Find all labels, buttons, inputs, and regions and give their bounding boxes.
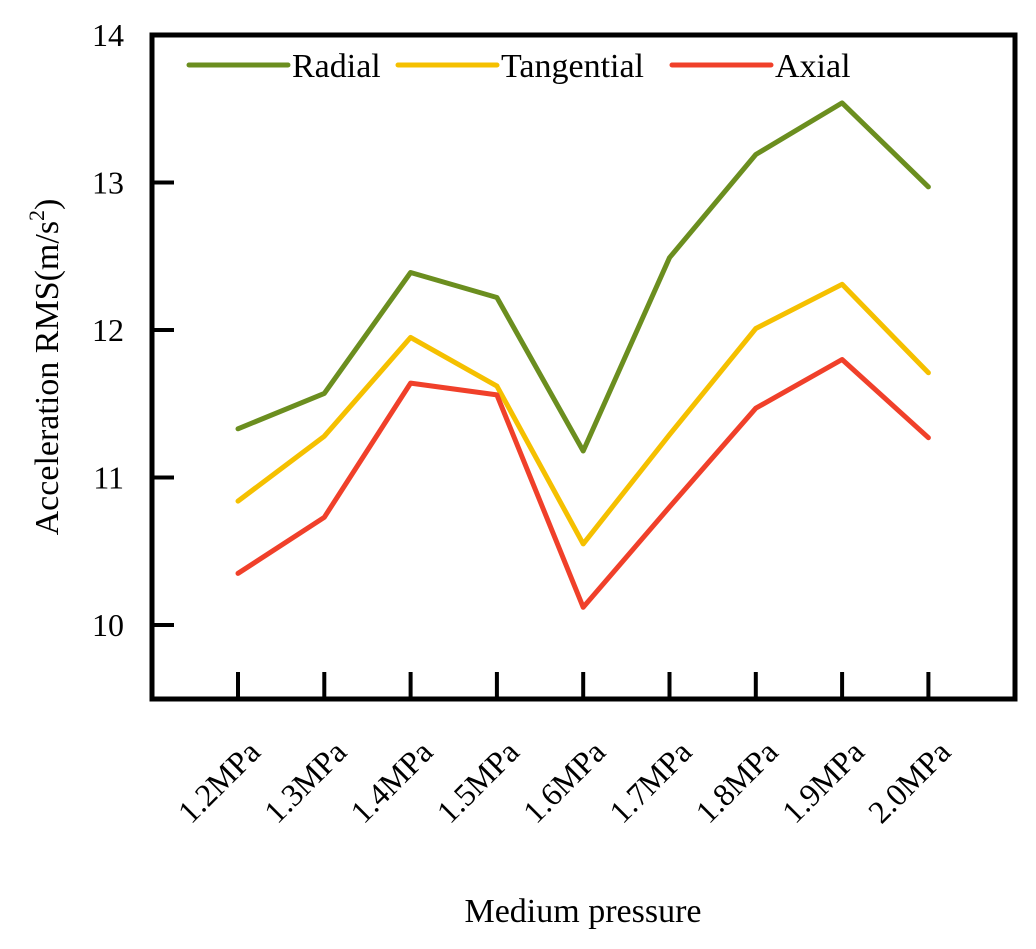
y-tick-label: 11 xyxy=(93,460,124,496)
legend-label-axial: Axial xyxy=(775,48,851,85)
x-tick-label: 1.6MPa xyxy=(516,733,612,829)
legend-label-radial: Radial xyxy=(292,48,381,85)
x-tick-label: 1.7MPa xyxy=(602,733,698,829)
y-tick-label: 14 xyxy=(92,17,124,53)
y-axis-title-close: ) xyxy=(29,199,66,210)
plot-frame xyxy=(149,32,1018,702)
y-axis-title-main: Acceleration RMS(m/s xyxy=(29,221,66,535)
series-line-tangential xyxy=(235,281,931,547)
y-axis-title-superscript: 2 xyxy=(24,210,49,221)
x-tick-label: 1.9MPa xyxy=(775,733,871,829)
x-tick-label: 1.8MPa xyxy=(688,733,784,829)
x-axis-title: Medium pressure xyxy=(464,893,701,930)
ticks-layer: 10 11 12 13 14 1.2MPa1.3MPa1.4MPa1.5MPa1.6MPa… xyxy=(92,17,957,830)
series-line-radial xyxy=(235,100,931,454)
x-tick-label: 2.0MPa xyxy=(861,733,957,829)
y-axis-title: Acceleration RMS(m/s2) xyxy=(24,199,66,536)
y-tick-label: 13 xyxy=(92,165,124,201)
legend: Radial Tangential Axial xyxy=(186,48,851,85)
x-tick-label: 1.5MPa xyxy=(429,733,525,829)
x-tick-label: 1.3MPa xyxy=(257,733,353,829)
y-tick-label: 12 xyxy=(92,312,124,348)
x-tick-label: 1.4MPa xyxy=(343,733,439,829)
legend-label-tangential: Tangential xyxy=(501,48,644,85)
series-line-axial xyxy=(235,357,931,610)
y-tick-label: 10 xyxy=(92,607,124,643)
x-tick-label: 1.2MPa xyxy=(170,733,266,829)
series-layer xyxy=(235,100,931,610)
